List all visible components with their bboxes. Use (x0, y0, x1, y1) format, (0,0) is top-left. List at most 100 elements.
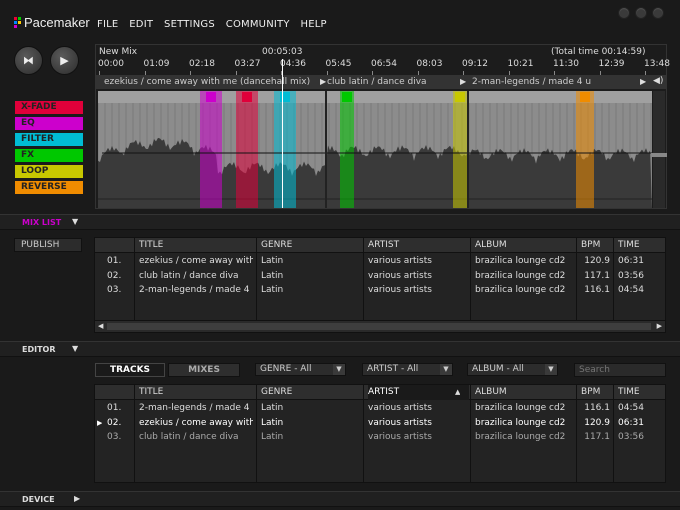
device-bar[interactable]: DEVICE ▶ (0, 491, 680, 507)
fx-button[interactable]: FX (15, 149, 83, 162)
track-label[interactable]: 2-man-legends / made 4 u (472, 77, 592, 87)
column-header-bpm[interactable]: BPM (581, 240, 601, 250)
chevron-right-icon[interactable]: ▶ (74, 494, 81, 503)
time-tick: 09:12 (462, 59, 488, 69)
cell-title: 2-man-legends / made 4 u (139, 285, 253, 295)
scroll-thumb[interactable] (107, 323, 651, 330)
menu-file[interactable]: FILE (97, 19, 119, 30)
menu-edit[interactable]: EDIT (129, 19, 154, 30)
cell-time: 06:31 (618, 417, 644, 428)
mixlist-table: TITLE GENRE ARTIST ALBUM BPM TIME 01. ezekius /… (94, 237, 666, 333)
cell-title: 2-man-legends / made 4 u (139, 403, 253, 413)
volume-icon[interactable]: ◀) (653, 76, 664, 86)
time-tick: 03:27 (234, 59, 261, 69)
cell-genre: Latin (261, 432, 284, 442)
table-row[interactable]: 01. 2-man-legends / made 4 u Latin various … (95, 401, 665, 415)
column-header-album[interactable]: ALBUM (475, 240, 507, 250)
column-header-genre[interactable]: GENRE (261, 240, 293, 250)
menu-help[interactable]: HELP (300, 19, 327, 30)
close-button[interactable] (652, 7, 664, 19)
tick-mark (281, 71, 282, 75)
column-divider (576, 238, 577, 332)
maximize-button[interactable] (635, 7, 647, 19)
app-logo: Pacemaker (14, 15, 90, 30)
column-divider (576, 385, 577, 482)
tick-mark (144, 71, 146, 75)
device-label[interactable]: DEVICE (22, 495, 55, 504)
table-row[interactable]: 01. ezekius / come away with me Latin vario… (95, 254, 665, 268)
genre-filter[interactable]: GENRE - All ▼ (255, 363, 346, 376)
logo-mark-icon (14, 16, 21, 28)
menu-settings[interactable]: SETTINGS (164, 19, 215, 30)
menu-bar: FILE EDIT SETTINGS COMMUNITY HELP (97, 19, 335, 30)
time-tick: 04:36 (280, 59, 306, 69)
tab-mixes[interactable]: MIXES (168, 363, 240, 377)
table-row[interactable]: 03. club latin / dance diva Latin various a… (95, 430, 665, 444)
editor-label[interactable]: EDITOR (22, 345, 56, 354)
cell-num: 01. (107, 256, 122, 266)
chevron-down-icon[interactable]: ▼ (72, 217, 79, 226)
play-button[interactable]: ▶ (50, 46, 79, 75)
eq-button[interactable]: EQ (15, 117, 83, 130)
sort-asc-icon: ▲ (455, 388, 461, 396)
album-filter-value: ALBUM - All (472, 364, 524, 374)
scroll-right-icon[interactable]: ▶ (656, 322, 662, 330)
publish-button[interactable]: PUBLISH (14, 238, 82, 252)
column-header-artist[interactable]: ARTIST (368, 385, 469, 400)
cell-bpm: 120.9 (584, 256, 610, 266)
mixlist-bar[interactable]: MIX LIST ▼ (0, 214, 680, 230)
crossfade-button[interactable]: ⧓ (14, 46, 43, 75)
scroll-thumb[interactable] (651, 153, 667, 157)
horizontal-scrollbar[interactable]: ◀ ▶ (95, 320, 665, 332)
column-header-bpm[interactable]: BPM (581, 387, 601, 397)
editor-bar[interactable]: EDITOR ▼ (0, 341, 680, 357)
playhead[interactable] (282, 59, 283, 208)
tick-mark (554, 71, 555, 75)
table-row[interactable]: 02. ezekius / come away with me Latin vario… (95, 416, 665, 430)
scroll-left-icon[interactable]: ◀ (98, 322, 104, 330)
tick-mark (599, 71, 601, 75)
waveform-view[interactable] (98, 91, 652, 208)
artist-filter[interactable]: ARTIST - All ▼ (362, 363, 453, 376)
vertical-scrollbar[interactable] (651, 91, 667, 208)
filter-button[interactable]: FILTER (15, 133, 83, 146)
cell-album: brazilica lounge cd2 (475, 256, 566, 266)
table-row[interactable]: 02. club latin / dance diva Latin various a… (95, 269, 665, 283)
mixlist-label[interactable]: MIX LIST (22, 218, 62, 227)
search-input[interactable] (574, 363, 666, 377)
track-label[interactable]: ezekius / come away with me (dancehall m… (104, 77, 311, 87)
column-divider (134, 238, 135, 332)
time-tick: 12:39 (598, 59, 625, 69)
cell-num: 03. (107, 432, 122, 442)
column-header-genre[interactable]: GENRE (261, 387, 293, 397)
album-filter[interactable]: ALBUM - All ▼ (467, 363, 558, 376)
effect-marker-icon (455, 92, 465, 102)
marker-lane (98, 91, 652, 103)
effects-panel: X-FADE EQ FILTER FX LOOP REVERSE (15, 101, 83, 194)
column-header-time[interactable]: TIME (618, 240, 640, 250)
table-header: TITLE GENRE ARTIST ALBUM BPM TIME (95, 238, 665, 253)
reverse-button[interactable]: REVERSE (15, 181, 83, 194)
column-header-album[interactable]: ALBUM (475, 387, 507, 397)
cell-genre: Latin (261, 417, 284, 428)
cell-bpm: 117.1 (584, 270, 610, 281)
chevron-down-icon[interactable]: ▼ (72, 344, 79, 353)
table-row[interactable]: 03. 2-man-legends / made 4 u Latin various … (95, 283, 665, 297)
tick-mark (235, 71, 237, 75)
time-ruler[interactable]: 00:00 01:09 02:18 03:27 04:36 05:45 06:54 08:03… (96, 59, 670, 75)
tab-tracks[interactable]: TRACKS (95, 363, 165, 377)
tick-mark (372, 71, 373, 75)
column-header-title[interactable]: TITLE (139, 240, 164, 250)
cell-artist: various artists (368, 270, 432, 281)
minimize-button[interactable] (618, 7, 630, 19)
loop-button[interactable]: LOOP (15, 165, 83, 178)
column-divider (256, 385, 257, 482)
track-label[interactable]: club latin / dance diva (327, 77, 427, 87)
column-header-title[interactable]: TITLE (139, 387, 164, 397)
time-tick: 13:48 (644, 59, 670, 69)
column-header-time[interactable]: TIME (618, 387, 640, 397)
app-title: Pacemaker (24, 15, 90, 30)
column-header-artist[interactable]: ARTIST (368, 240, 400, 250)
xfade-button[interactable]: X-FADE (15, 101, 83, 114)
menu-community[interactable]: COMMUNITY (225, 19, 290, 30)
